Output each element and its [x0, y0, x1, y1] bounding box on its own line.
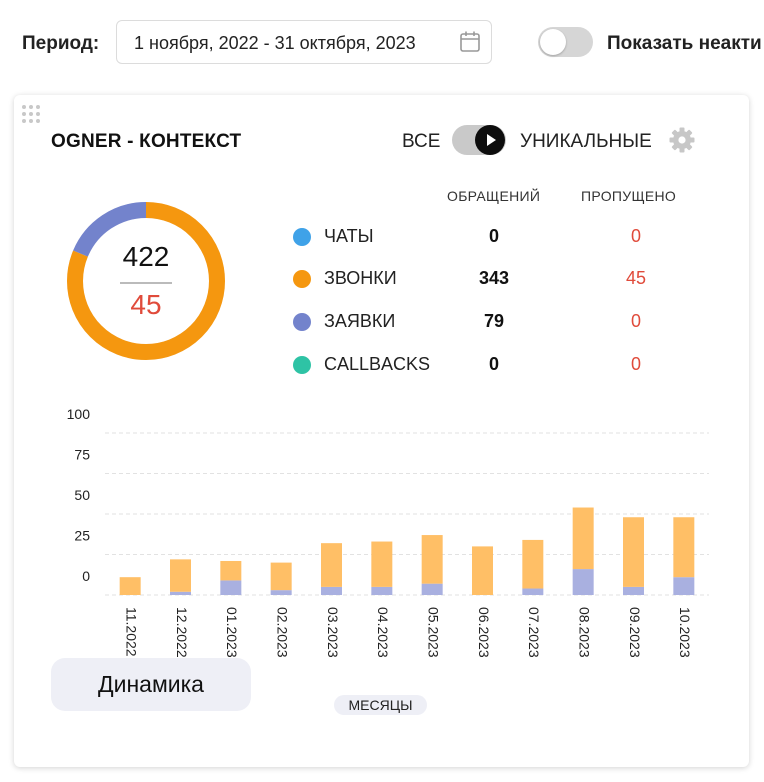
legend-row-chats: ЧАТЫ 0 0 [14, 222, 749, 252]
bar-segment[interactable] [170, 559, 191, 592]
bar-segment[interactable] [623, 517, 644, 587]
legend-dot [293, 356, 311, 374]
donut-divider [120, 282, 172, 284]
column-header-missed: ПРОПУЩЕНО [581, 188, 677, 204]
widget-title: OGNER - КОНТЕКСТ [51, 131, 242, 152]
bar-segment[interactable] [270, 562, 292, 591]
x-tick-label: 04.2023 [375, 607, 391, 658]
widget-card: OGNER - КОНТЕКСТ ВСЕ УНИКАЛЬНЫЕ ОБРАЩЕНИ… [14, 95, 749, 767]
requests-count: 0 [488, 226, 499, 246]
bar-segment[interactable] [270, 590, 292, 595]
y-tick-label: 50 [74, 487, 90, 503]
drag-handle-icon[interactable] [20, 103, 42, 125]
legend-dot [293, 228, 311, 246]
switch-knob [475, 125, 505, 155]
donut-chart [67, 202, 225, 360]
bar-segment[interactable] [522, 588, 544, 595]
bar-segment[interactable] [673, 517, 695, 578]
donut-missed: 45 [130, 289, 162, 320]
bar-segment[interactable] [572, 507, 594, 570]
x-tick-label: 02.2023 [274, 607, 290, 658]
requests-count: 0 [488, 354, 499, 374]
x-tick-label: 03.2023 [325, 607, 341, 658]
missed-count: 0 [630, 354, 641, 374]
missed-count: 0 [630, 226, 641, 246]
bar-segment[interactable] [220, 580, 242, 595]
bar-segment[interactable] [321, 586, 342, 595]
x-tick-label: 06.2023 [476, 607, 492, 658]
requests-count: 79 [483, 311, 505, 331]
x-tick-label: 01.2023 [224, 607, 240, 658]
legend-row-callbacks: CALLBACKS 0 0 [14, 350, 749, 380]
legend-dot [293, 313, 311, 331]
y-tick-label: 0 [82, 568, 90, 584]
bar-segment[interactable] [220, 560, 242, 581]
legend-row-calls: ЗВОНКИ 343 45 [14, 264, 749, 294]
gear-icon[interactable] [668, 126, 696, 154]
legend-label: ЗАЯВКИ [324, 311, 396, 331]
x-tick-label: 09.2023 [627, 607, 643, 658]
period-label: Период: [22, 33, 100, 54]
legend-label: ЗВОНКИ [324, 268, 397, 288]
legend-label: ЧАТЫ [324, 226, 374, 246]
y-tick-label: 75 [74, 447, 90, 463]
bar-segment[interactable] [421, 583, 443, 595]
x-axis-label-pill: МЕСЯЦЫ [334, 695, 427, 715]
x-tick-label: 05.2023 [425, 607, 441, 658]
legend-row-requests: ЗАЯВКИ 79 0 [14, 307, 749, 337]
x-tick-label: 07.2023 [526, 607, 542, 658]
bar-segment[interactable] [119, 577, 141, 595]
bar-segment[interactable] [673, 577, 695, 595]
top-bar: Период: 1 ноября, 2022 - 31 октября, 202… [0, 0, 764, 90]
missed-count: 45 [625, 268, 647, 288]
date-range-picker[interactable]: 1 ноября, 2022 - 31 октября, 2023 [116, 20, 492, 64]
show-inactive-toggle[interactable] [538, 27, 593, 57]
x-tick-label: 08.2023 [576, 607, 592, 658]
show-inactive-label: Показать неакти [607, 33, 762, 54]
legend-dot [293, 270, 311, 288]
bar-segment[interactable] [371, 586, 393, 595]
date-range-text: 1 ноября, 2022 - 31 октября, 2023 [134, 33, 416, 53]
mode-all-label[interactable]: ВСЕ [402, 131, 441, 152]
legend-label: CALLBACKS [324, 354, 431, 374]
donut-total: 422 [122, 241, 170, 272]
dynamics-button[interactable]: Динамика [51, 658, 251, 711]
calendar-icon[interactable] [459, 30, 481, 54]
bar-segment[interactable] [522, 539, 544, 589]
bar-segment[interactable] [371, 541, 393, 587]
bar-segment[interactable] [472, 546, 493, 595]
bar-segment[interactable] [572, 569, 594, 595]
x-tick-label: 11.2022 [123, 607, 139, 657]
monthly-bar-chart: 100 75 50 25 0 11.2022 12.2022 01.2023 02.2023 03… [67, 406, 709, 658]
bar-segment[interactable] [421, 535, 443, 584]
x-tick-label: 12.2022 [174, 607, 190, 658]
x-tick-label: 10.2023 [677, 607, 693, 658]
missed-count: 0 [630, 311, 641, 331]
y-tick-label: 25 [74, 528, 90, 544]
y-tick-label: 100 [67, 406, 91, 422]
column-header-requests: ОБРАЩЕНИЙ [447, 188, 541, 204]
bar-segment[interactable] [623, 586, 644, 595]
donut-segment-2 [67, 202, 225, 360]
unique-mode-switch[interactable] [452, 125, 506, 155]
bar-segment[interactable] [321, 543, 342, 587]
play-icon [487, 134, 496, 146]
mode-unique-label[interactable]: УНИКАЛЬНЫЕ [520, 131, 652, 152]
requests-count: 343 [478, 268, 510, 288]
bar-segment[interactable] [170, 591, 191, 595]
toggle-knob [540, 29, 566, 55]
